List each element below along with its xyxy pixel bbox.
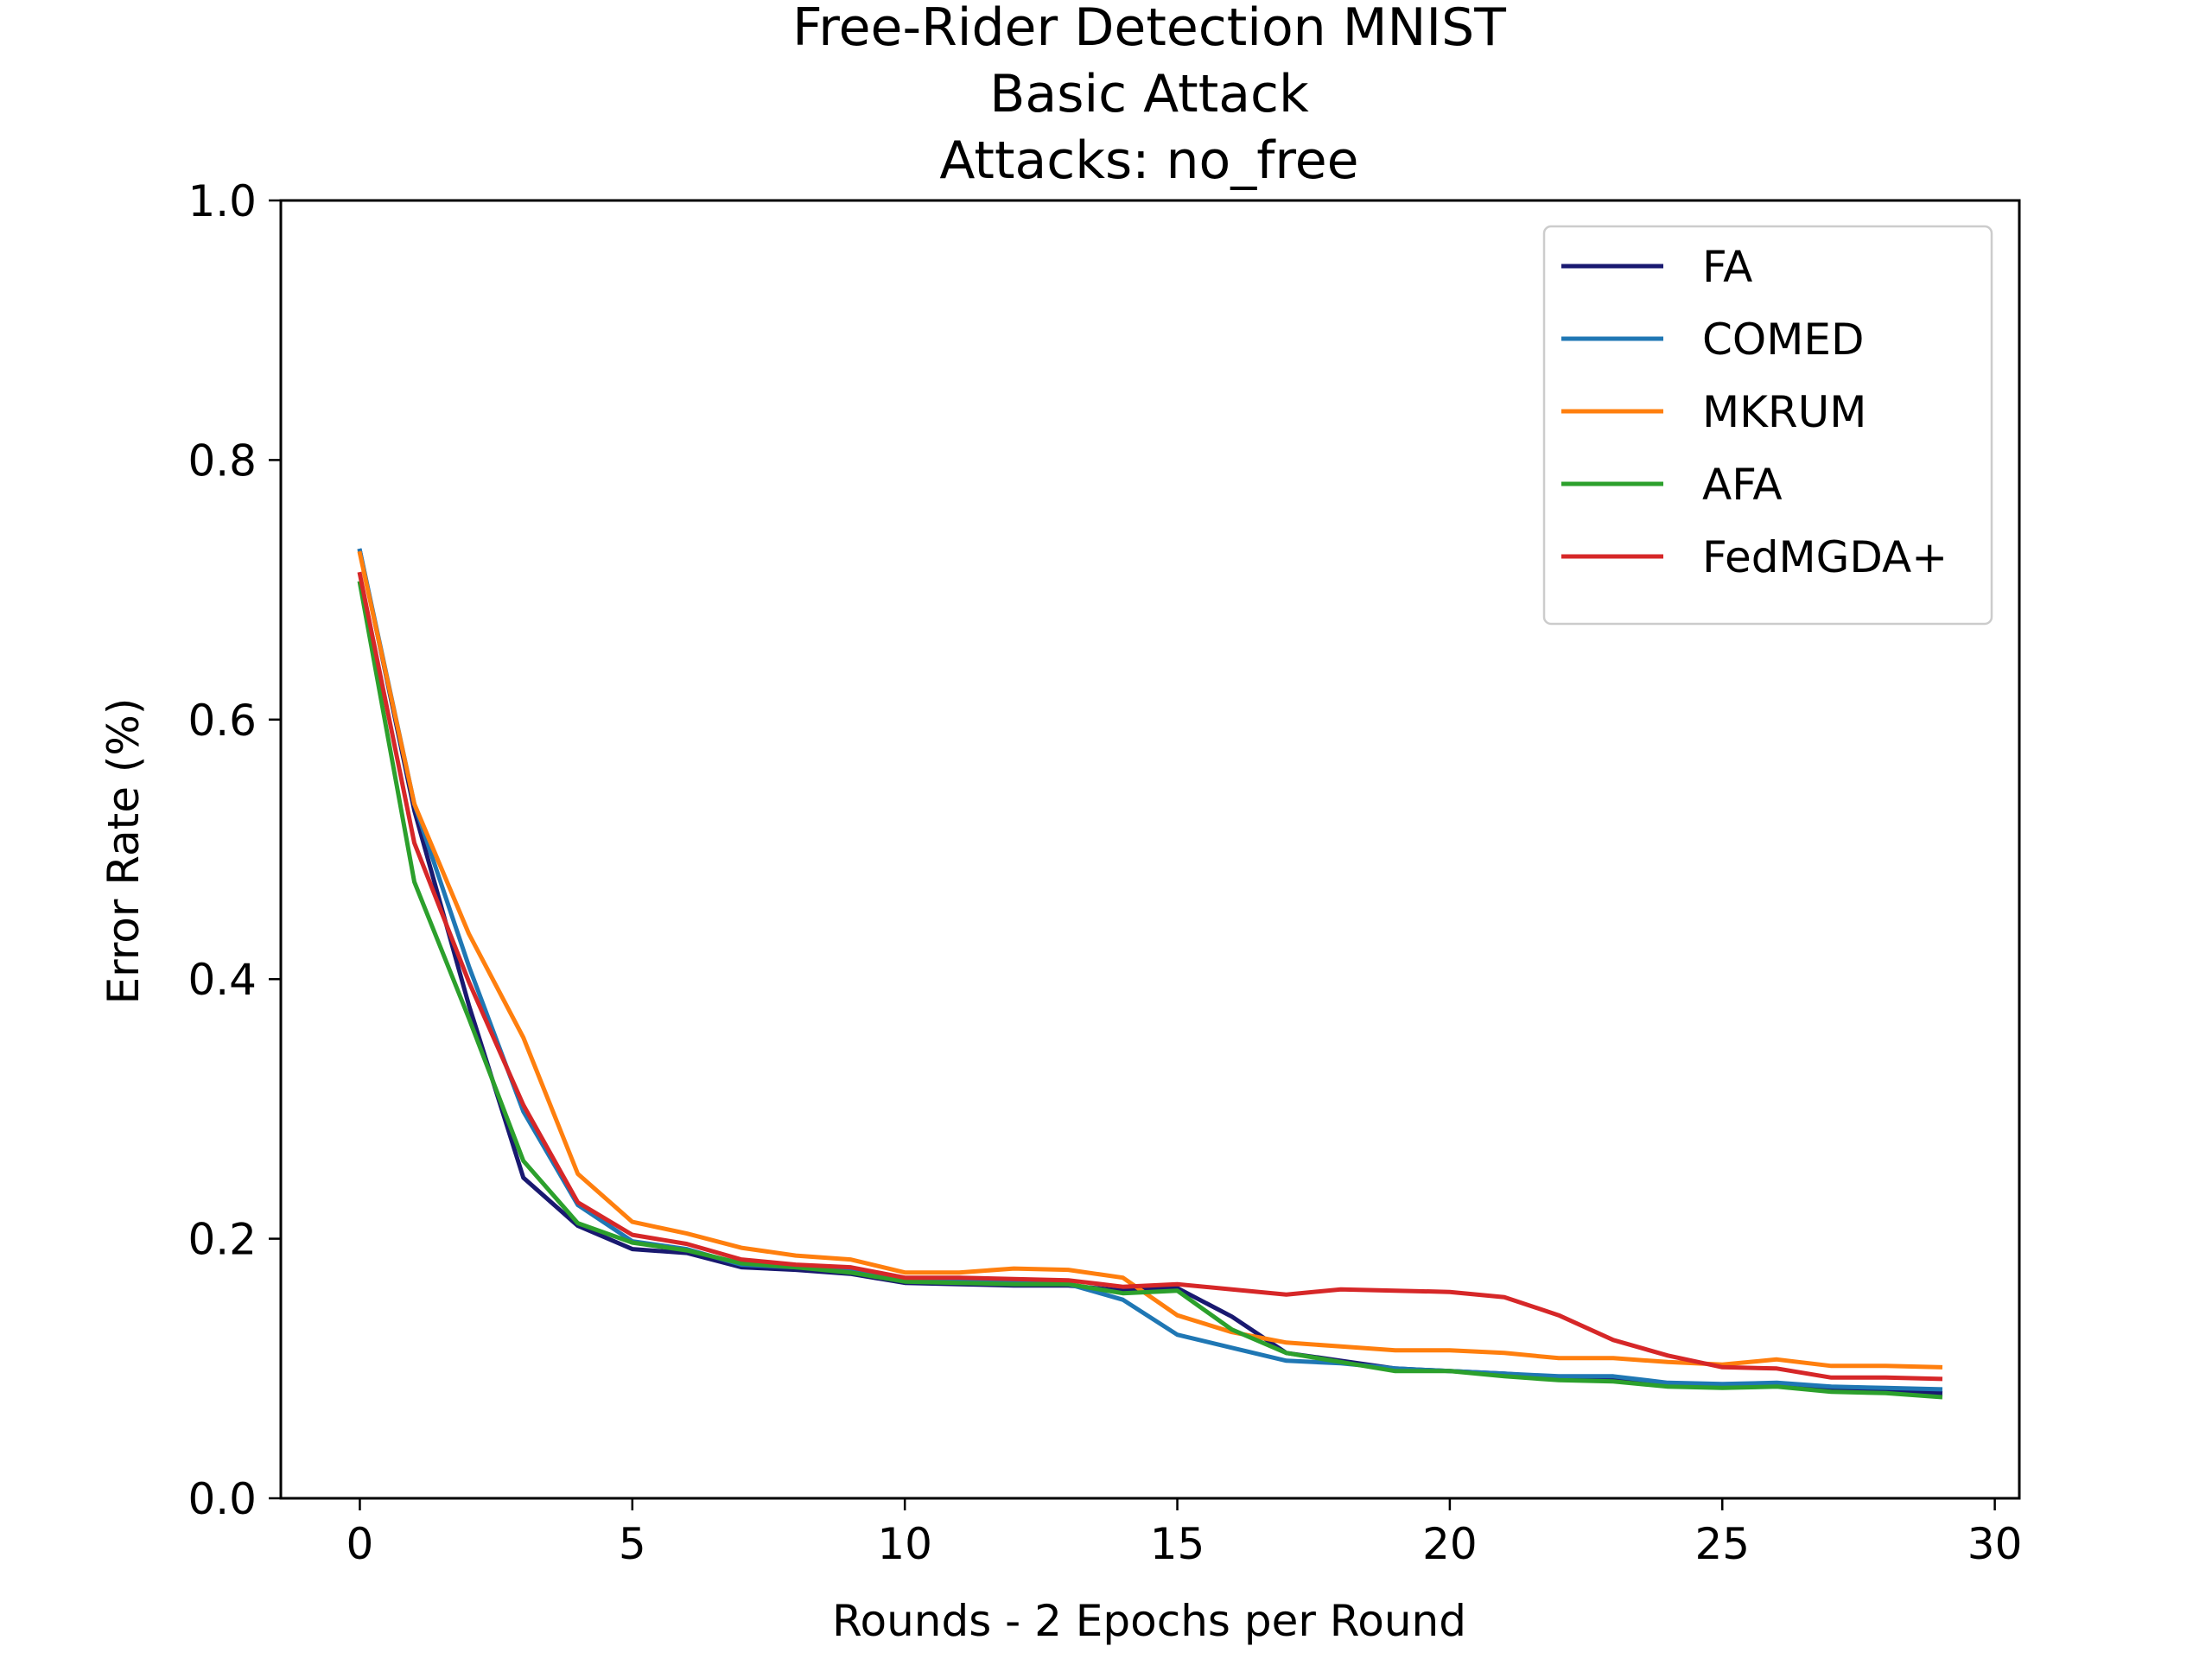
y-tick-label: 1.0	[188, 176, 257, 226]
x-tick-label: 10	[877, 1519, 932, 1569]
x-tick-label: 0	[346, 1519, 374, 1569]
legend-label-fedmgda: FedMGDA+	[1702, 532, 1948, 582]
series-line-comed	[357, 548, 1943, 1392]
y-tick-label: 0.0	[188, 1474, 257, 1524]
y-tick-label: 0.4	[188, 955, 257, 1005]
title-line-1: Free-Rider Detection MNIST	[792, 0, 1506, 58]
legend-label-afa: AFA	[1702, 460, 1783, 510]
series-lines	[357, 548, 1943, 1400]
x-tick-label: 5	[619, 1519, 646, 1569]
legend-label-fa: FA	[1702, 242, 1752, 292]
x-axis-label: Rounds - 2 Epochs per Round	[832, 1596, 1466, 1646]
chart-title: Free-Rider Detection MNIST Basic Attack …	[792, 0, 1506, 191]
x-tick-label: 25	[1694, 1519, 1750, 1569]
plot-frame	[279, 199, 2021, 1500]
y-tick-label: 0.2	[188, 1215, 257, 1265]
y-axis-label: Error Rate (%)	[99, 698, 149, 1005]
series-line-fedmgda	[357, 571, 1943, 1382]
x-tick-label: 15	[1150, 1519, 1205, 1569]
y-tick-label: 0.6	[188, 696, 257, 746]
axis-ticks: 0 5 10 15 20 25 30 0.0 0.2 0.4 0.6 0.8 1.0	[188, 176, 2022, 1569]
series-line-mkrum	[357, 550, 1943, 1370]
series-line-afa	[357, 581, 1943, 1400]
title-line-3: Attacks: no_free	[939, 130, 1358, 191]
legend-label-comed: COMED	[1702, 315, 1865, 365]
x-tick-label: 30	[1967, 1519, 2023, 1569]
legend: FA COMED MKRUM AFA FedMGDA+	[1542, 225, 1993, 626]
title-line-2: Basic Attack	[989, 64, 1309, 124]
y-tick-label: 0.8	[188, 435, 257, 486]
legend-box	[1542, 225, 1993, 626]
legend-label-mkrum: MKRUM	[1702, 387, 1866, 437]
x-tick-label: 20	[1422, 1519, 1478, 1569]
